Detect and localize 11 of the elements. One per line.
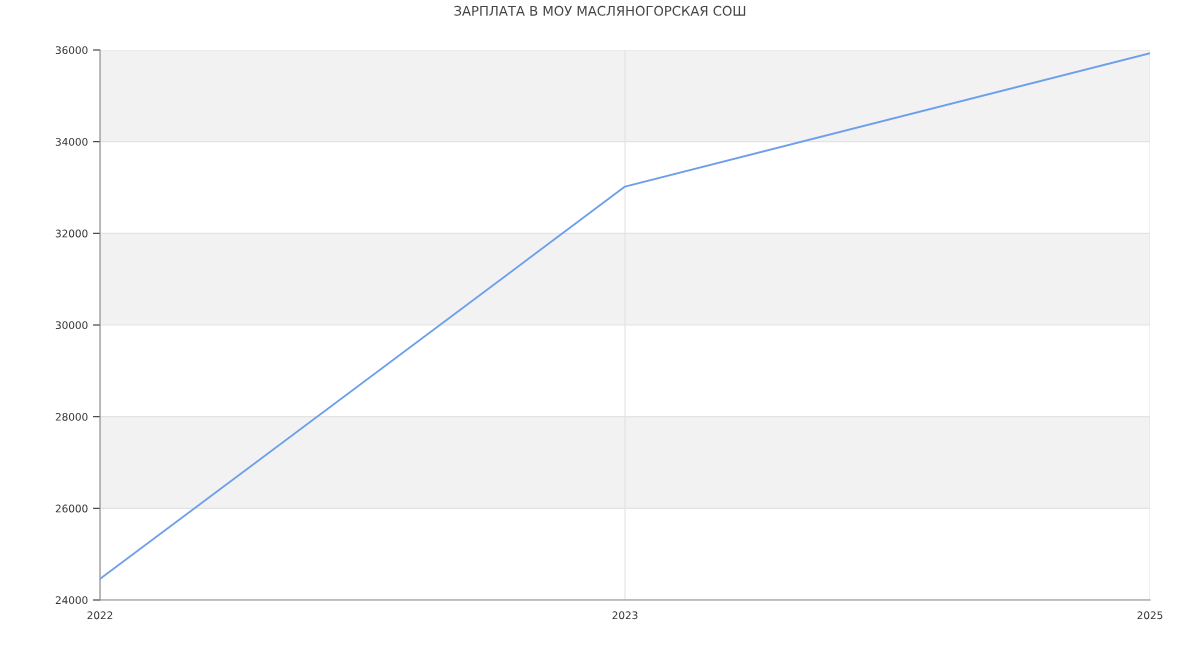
y-tick-label: 32000 — [55, 229, 88, 238]
x-tick-label: 2025 — [1137, 611, 1163, 620]
y-tick-label: 34000 — [55, 137, 88, 146]
y-tick-label: 36000 — [55, 46, 88, 55]
y-tick-label: 26000 — [55, 504, 88, 513]
x-tick-label: 2023 — [612, 611, 638, 620]
x-tick-label: 2022 — [87, 611, 113, 620]
y-tick-label: 28000 — [55, 412, 88, 421]
y-tick-label: 24000 — [55, 596, 88, 605]
y-tick-label: 30000 — [55, 321, 88, 330]
chart-title: ЗАРПЛАТА В МОУ МАСЛЯНОГОРСКАЯ СОШ — [454, 5, 746, 16]
